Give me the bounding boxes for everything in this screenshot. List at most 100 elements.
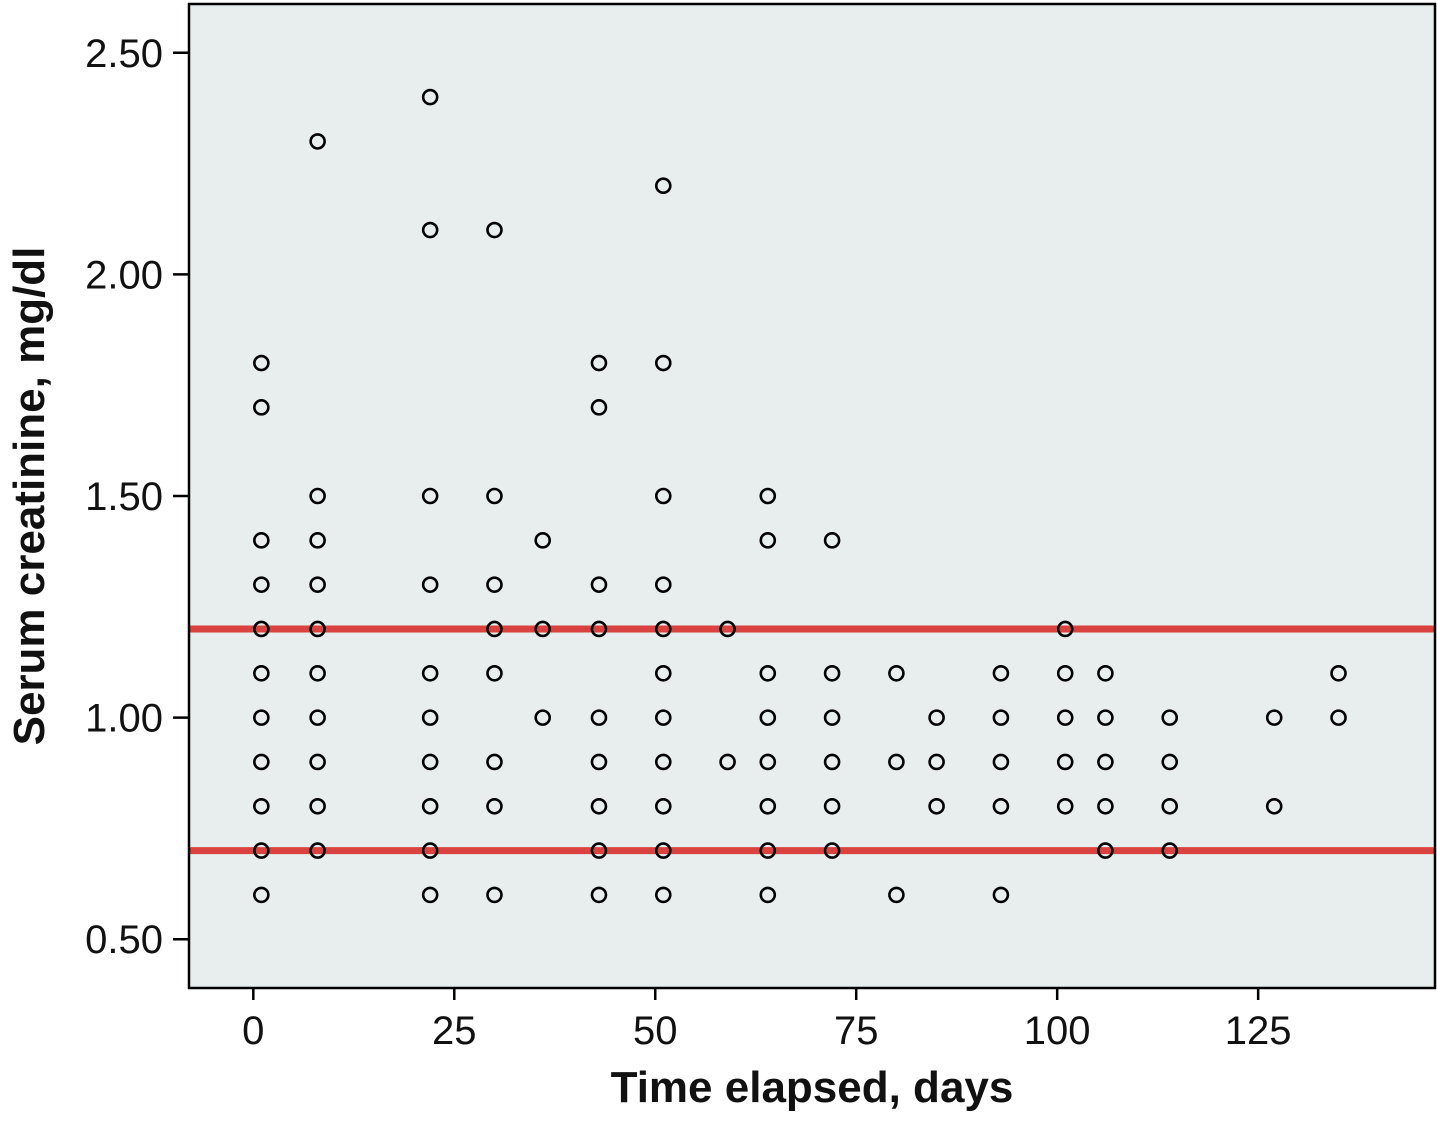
data-point	[823, 797, 841, 815]
data-point	[309, 620, 326, 638]
data-point	[654, 354, 672, 372]
data-point	[534, 620, 552, 638]
data-point	[992, 886, 1010, 904]
data-point	[421, 842, 439, 859]
data-point	[654, 886, 672, 904]
data-point	[421, 797, 439, 815]
data-point	[759, 842, 777, 859]
data-point	[992, 753, 1010, 771]
data-point	[486, 221, 503, 239]
y-tick-label: 0.50	[85, 918, 163, 962]
data-point	[1097, 709, 1114, 726]
y-tick-label: 1.00	[85, 697, 163, 741]
x-tick-label: 100	[1024, 1009, 1091, 1053]
y-axis-title: Serum creatinine, mg/dl	[5, 247, 54, 746]
data-point	[590, 753, 608, 771]
data-point	[1056, 709, 1074, 726]
data-point	[759, 709, 777, 726]
data-point	[421, 664, 439, 682]
data-point	[253, 620, 270, 638]
data-point	[1265, 797, 1283, 815]
data-point	[888, 664, 905, 682]
data-point	[309, 797, 326, 815]
data-point	[1330, 664, 1347, 682]
data-point	[486, 487, 503, 505]
data-point	[253, 664, 270, 682]
data-point	[654, 709, 672, 726]
data-point	[253, 753, 270, 771]
data-points	[253, 88, 1347, 904]
data-point	[253, 842, 270, 859]
data-point	[486, 753, 503, 771]
data-point	[719, 620, 736, 638]
data-point	[253, 399, 270, 416]
data-point	[590, 797, 608, 815]
data-point	[928, 753, 945, 771]
data-point	[1056, 797, 1074, 815]
data-point	[823, 664, 841, 682]
y-tick-label: 2.00	[85, 253, 163, 297]
data-point	[309, 709, 326, 726]
data-point	[309, 753, 326, 771]
y-tick-label: 1.50	[85, 475, 163, 519]
data-point	[421, 88, 439, 106]
data-point	[421, 709, 439, 726]
y-tick-label: 2.50	[85, 32, 163, 76]
x-axis-title: Time elapsed, days	[611, 1063, 1014, 1112]
data-point	[759, 886, 777, 904]
data-point	[309, 842, 326, 859]
data-point	[654, 842, 672, 859]
plot-area	[189, 4, 1435, 988]
data-point	[486, 620, 503, 638]
data-point	[654, 753, 672, 771]
data-point	[654, 797, 672, 815]
data-point	[253, 886, 270, 904]
data-point	[486, 664, 503, 682]
data-point	[654, 664, 672, 682]
data-point	[759, 797, 777, 815]
data-point	[486, 797, 503, 815]
y-axis-ticks: 0.50 1.00 1.50 2.00 2.50	[85, 32, 189, 962]
data-point	[590, 842, 608, 859]
data-point	[888, 886, 905, 904]
data-point	[1097, 842, 1114, 859]
data-point	[1056, 664, 1074, 682]
data-point	[309, 133, 326, 150]
data-point	[823, 842, 841, 859]
data-point	[421, 487, 439, 505]
reference-lines	[189, 625, 1435, 855]
data-point	[590, 620, 608, 638]
data-point	[590, 709, 608, 726]
data-point	[992, 664, 1010, 682]
x-tick-label: 50	[633, 1009, 678, 1053]
data-point	[654, 620, 672, 638]
data-point	[1161, 709, 1179, 726]
data-point	[654, 576, 672, 593]
data-point	[1097, 797, 1114, 815]
data-point	[1056, 620, 1074, 638]
data-point	[253, 709, 270, 726]
data-point	[928, 797, 945, 815]
x-tick-label: 25	[432, 1009, 477, 1053]
data-point	[590, 354, 608, 372]
data-point	[486, 886, 503, 904]
data-point	[590, 886, 608, 904]
data-point	[888, 753, 905, 771]
data-point	[421, 576, 439, 593]
data-point	[759, 753, 777, 771]
x-tick-label: 125	[1225, 1009, 1292, 1053]
data-point	[654, 177, 672, 195]
data-point	[1161, 753, 1179, 771]
data-point	[823, 532, 841, 549]
data-point	[823, 709, 841, 726]
data-point	[1097, 664, 1114, 682]
data-point	[421, 886, 439, 904]
data-point	[823, 753, 841, 771]
data-point	[486, 576, 503, 593]
data-point	[590, 576, 608, 593]
data-point	[1330, 709, 1347, 726]
data-point	[1161, 797, 1179, 815]
data-point	[253, 576, 270, 593]
data-point	[1265, 709, 1283, 726]
